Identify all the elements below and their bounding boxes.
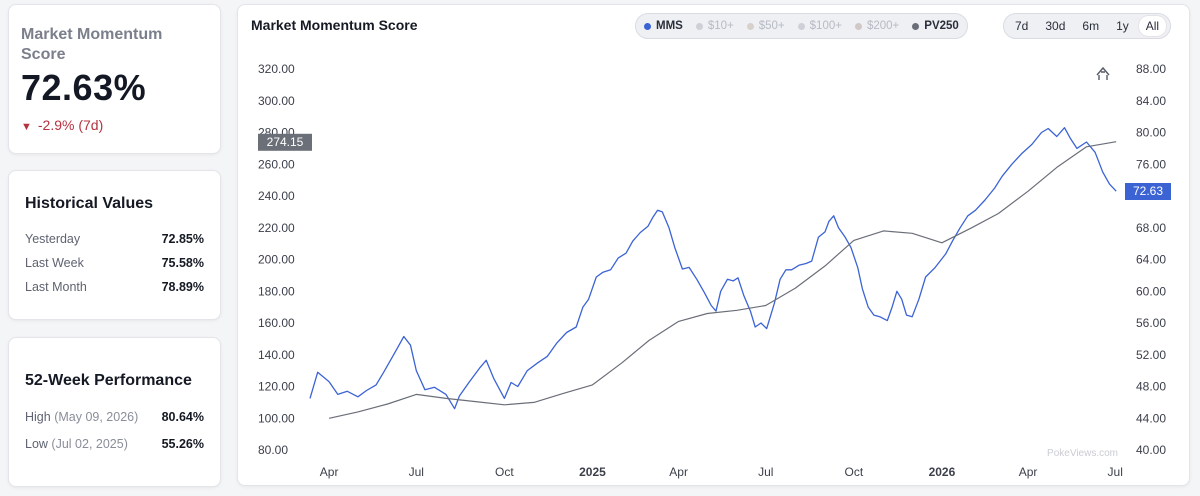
historical-row-label: Yesterday bbox=[25, 232, 81, 246]
left-axis-tick-label: 120.00 bbox=[258, 380, 295, 394]
series-toggle-label: MMS bbox=[656, 20, 683, 32]
left-axis-tick-label: 240.00 bbox=[258, 189, 295, 203]
series-toggle-50[interactable]: $50+ bbox=[746, 20, 785, 32]
left-axis-tick-label: 260.00 bbox=[258, 157, 295, 171]
performance-low-row: Low (Jul 02, 2025) 55.26% bbox=[25, 431, 204, 458]
score-card: Market Momentum Score 72.63% ▼ -2.9% (7d) bbox=[8, 4, 221, 154]
series-toggle-label: $10+ bbox=[707, 20, 734, 32]
historical-row-value: 78.89% bbox=[161, 280, 204, 294]
chart-card: 80.00 100.00 120.00 140.00 160.00 180.00 200.0… bbox=[237, 4, 1190, 486]
right-axis-tick-label: 80.00 bbox=[1136, 126, 1166, 140]
low-value: 55.26% bbox=[161, 437, 204, 451]
performance-card: 52-Week Performance High (May 09, 2026) … bbox=[8, 337, 221, 487]
performance-high-label: High (May 09, 2026) bbox=[25, 404, 138, 431]
x-axis-tick-label: 2025 bbox=[579, 465, 606, 479]
range-button-1y[interactable]: 1y bbox=[1116, 19, 1129, 33]
right-axis-tick-label: 88.00 bbox=[1136, 62, 1166, 76]
x-axis-tick-label: 2026 bbox=[929, 465, 956, 479]
chart-title: Market Momentum Score bbox=[251, 17, 418, 33]
right-axis-tick-label: 64.00 bbox=[1136, 253, 1166, 267]
performance-title: 52-Week Performance bbox=[25, 372, 192, 389]
series-toggle-mms[interactable]: MMS bbox=[644, 20, 683, 32]
x-axis-tick-label: Oct bbox=[844, 465, 863, 479]
series-dot-icon bbox=[854, 22, 862, 30]
range-button-7d[interactable]: 7d bbox=[1015, 19, 1029, 33]
historical-row: Last Week 75.58% bbox=[25, 251, 204, 275]
x-axis-tick-label: Jul bbox=[758, 465, 773, 479]
right-current-badge bbox=[1125, 182, 1171, 200]
series-toggle-label: $100+ bbox=[809, 20, 842, 32]
left-axis-tick-label: 140.00 bbox=[258, 348, 295, 362]
historical-values-title: Historical Values bbox=[25, 195, 154, 212]
x-axis-tick-label: Apr bbox=[669, 465, 688, 479]
watermark-text: PokeViews.com bbox=[1047, 448, 1118, 459]
historical-row-value: 72.85% bbox=[161, 232, 204, 246]
series-line-mms bbox=[309, 127, 1117, 410]
high-label: High bbox=[25, 410, 51, 424]
left-axis-tick-label: 220.00 bbox=[258, 221, 295, 235]
left-axis-tick-label: 180.00 bbox=[258, 284, 295, 298]
historical-values-card: Historical Values Yesterday 72.85% Last … bbox=[8, 170, 221, 320]
left-current-value: 274.15 bbox=[267, 135, 304, 149]
series-toggle-label: $200+ bbox=[866, 20, 900, 32]
series-line-pv250 bbox=[328, 141, 1117, 419]
right-axis-tick-label: 52.00 bbox=[1136, 348, 1166, 362]
series-dot-icon bbox=[644, 22, 651, 30]
high-value: 80.64% bbox=[161, 410, 204, 424]
right-axis-tick-label: 60.00 bbox=[1136, 284, 1166, 298]
left-axis-tick-label: 100.00 bbox=[258, 411, 295, 425]
series-toggle-label: PV250 bbox=[924, 20, 959, 32]
series-dot-icon bbox=[912, 22, 920, 30]
reset-zoom-icon[interactable] bbox=[1096, 66, 1110, 80]
left-axis-tick-label: 320.00 bbox=[258, 62, 295, 76]
low-date: (Jul 02, 2025) bbox=[51, 437, 128, 451]
score-change: ▼ -2.9% (7d) bbox=[21, 117, 208, 133]
x-axis-tick-label: Jul bbox=[1108, 465, 1123, 479]
series-toggle-label: $50+ bbox=[758, 20, 785, 32]
series-toggle-200[interactable]: $200+ bbox=[854, 20, 900, 32]
historical-row: Last Month 78.89% bbox=[25, 275, 204, 299]
right-axis-tick-label: 56.00 bbox=[1136, 316, 1166, 330]
down-arrow-icon: ▼ bbox=[21, 121, 32, 133]
performance-high-row: High (May 09, 2026) 80.64% bbox=[25, 404, 204, 431]
score-title: Market Momentum Score bbox=[21, 26, 163, 63]
series-dot-icon bbox=[746, 22, 754, 30]
x-axis-tick-label: Jul bbox=[409, 465, 424, 479]
right-axis-tick-label: 76.00 bbox=[1136, 157, 1166, 171]
range-button-6m[interactable]: 6m bbox=[1082, 19, 1100, 33]
score-value: 72.63% bbox=[21, 67, 147, 108]
left-axis-tick-label: 200.00 bbox=[258, 253, 295, 267]
right-axis-tick-label: 68.00 bbox=[1136, 221, 1166, 235]
series-dot-icon bbox=[797, 22, 805, 30]
x-axis-tick-label: Apr bbox=[320, 465, 339, 479]
historical-row-label: Last Month bbox=[25, 280, 87, 294]
momentum-chart[interactable]: 80.00 100.00 120.00 140.00 160.00 180.00 200.0… bbox=[238, 5, 1191, 487]
range-toggle-group: 7d 30d 6m 1y All bbox=[1003, 13, 1172, 39]
series-toggle-100[interactable]: $100+ bbox=[797, 20, 842, 32]
low-label: Low bbox=[25, 437, 48, 451]
range-button-all[interactable]: All bbox=[1138, 16, 1167, 36]
x-axis-tick-label: Apr bbox=[1019, 465, 1038, 479]
left-axis-tick-label: 300.00 bbox=[258, 94, 295, 108]
right-axis-tick-label: 84.00 bbox=[1136, 94, 1166, 108]
historical-row: Yesterday 72.85% bbox=[25, 227, 204, 251]
series-toggle-pv250[interactable]: PV250 bbox=[912, 20, 959, 32]
historical-row-label: Last Week bbox=[25, 256, 84, 270]
left-axis-tick-label: 80.00 bbox=[258, 443, 288, 457]
high-date: (May 09, 2026) bbox=[54, 410, 139, 424]
right-current-value: 72.63 bbox=[1133, 184, 1163, 198]
score-change-text: -2.9% (7d) bbox=[37, 117, 104, 133]
left-current-badge bbox=[258, 133, 312, 151]
historical-row-value: 75.58% bbox=[161, 256, 204, 270]
right-axis-tick-label: 48.00 bbox=[1136, 380, 1166, 394]
range-button-30d[interactable]: 30d bbox=[1045, 19, 1066, 33]
left-axis-tick-label: 160.00 bbox=[258, 316, 295, 330]
series-toggle-10[interactable]: $10+ bbox=[695, 20, 734, 32]
x-axis-tick-label: Oct bbox=[495, 465, 514, 479]
right-axis-tick-label: 44.00 bbox=[1136, 411, 1166, 425]
performance-low-label: Low (Jul 02, 2025) bbox=[25, 431, 128, 458]
series-dot-icon bbox=[695, 22, 703, 30]
right-axis-tick-label: 40.00 bbox=[1136, 443, 1166, 457]
series-toggle-group: MMS $10+ $50+ $100+ $200+ PV250 bbox=[635, 13, 968, 39]
